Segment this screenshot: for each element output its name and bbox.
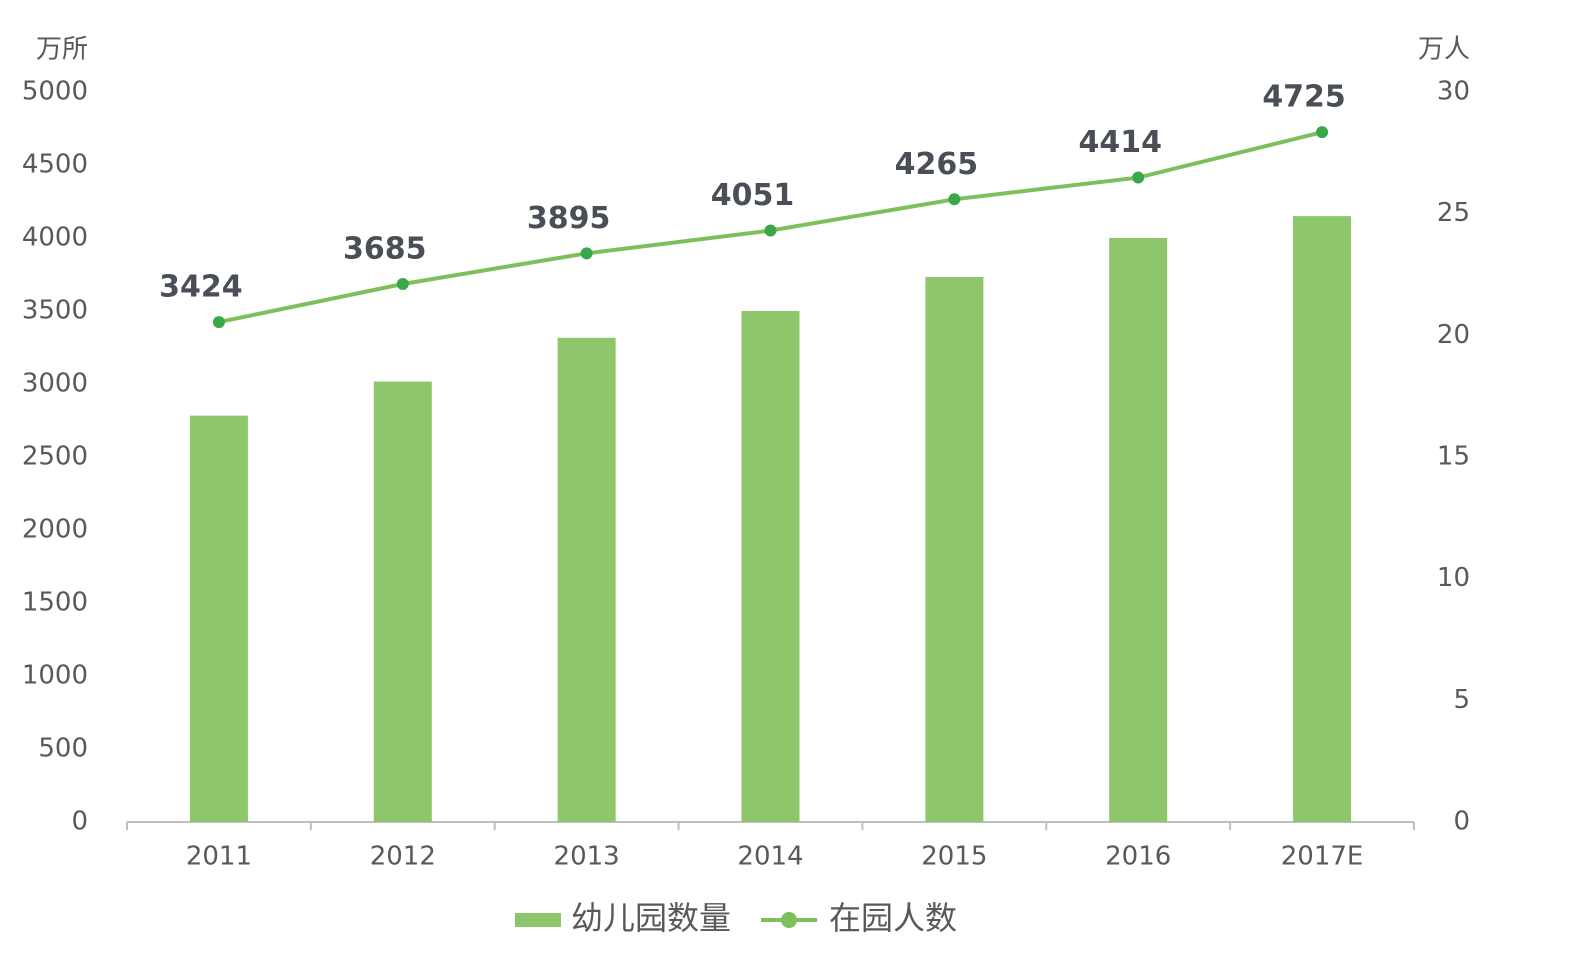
legend-label: 幼儿园数量 (571, 899, 731, 937)
value-label: 3895 (527, 201, 611, 236)
y2-tick-label: 15 (1437, 442, 1470, 472)
x-tick-label: 2015 (921, 842, 987, 872)
y-tick-label: 3000 (22, 369, 88, 399)
y2-tick-label: 0 (1453, 807, 1470, 837)
x-tick-label: 2017E (1281, 842, 1364, 872)
bar (189, 415, 248, 822)
y-tick-label: 3500 (22, 296, 88, 326)
y2-tick-label: 25 (1437, 198, 1470, 228)
line-marker (1316, 126, 1329, 139)
bar (557, 337, 616, 822)
line-marker (212, 316, 225, 329)
value-label: 4725 (1262, 80, 1346, 115)
legend-swatch (515, 913, 561, 927)
x-tick-label: 2013 (554, 842, 620, 872)
line-marker (580, 247, 593, 260)
y-tick-label: 4000 (22, 223, 88, 253)
bar (1109, 238, 1168, 822)
y-tick-label: 2000 (22, 515, 88, 545)
y-axis-unit: 万所 (36, 35, 88, 65)
value-label: 3685 (343, 231, 427, 266)
x-tick-label: 2011 (186, 842, 252, 872)
y2-tick-label: 10 (1437, 563, 1470, 593)
y2-tick-label: 20 (1437, 320, 1470, 350)
y-tick-label: 2500 (22, 442, 88, 472)
value-label: 4265 (895, 147, 979, 182)
x-tick-label: 2016 (1105, 842, 1171, 872)
legend-marker (781, 912, 798, 928)
line-marker (396, 277, 409, 290)
value-label: 4051 (711, 178, 795, 213)
y-tick-label: 1000 (22, 661, 88, 691)
x-tick-label: 2012 (370, 842, 436, 872)
y2-axis-unit: 万人 (1418, 35, 1470, 65)
bar (925, 276, 984, 822)
bar (1293, 216, 1352, 823)
line-marker (1132, 171, 1145, 184)
y-tick-label: 1500 (22, 588, 88, 618)
line-marker (764, 224, 777, 237)
value-label: 3424 (159, 270, 243, 305)
y-tick-label: 0 (71, 807, 88, 837)
y2-tick-label: 5 (1453, 685, 1470, 715)
value-label: 4414 (1078, 125, 1162, 160)
y-tick-label: 500 (38, 734, 88, 764)
legend-label: 在园人数 (829, 899, 957, 937)
line-marker (948, 193, 961, 206)
y-tick-label: 5000 (22, 77, 88, 107)
y2-tick-label: 30 (1437, 77, 1470, 107)
y-tick-label: 4500 (22, 150, 88, 180)
x-tick-label: 2014 (737, 842, 803, 872)
bar (373, 381, 432, 822)
bar (741, 311, 800, 822)
